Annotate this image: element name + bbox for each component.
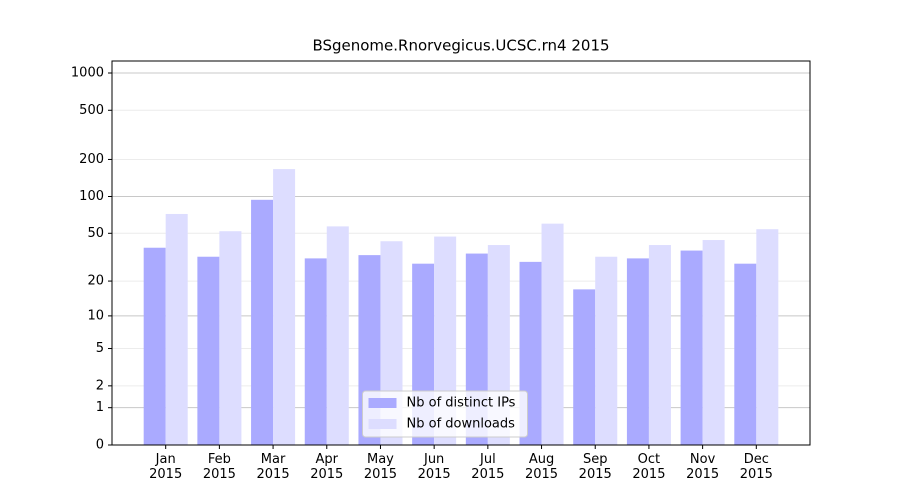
x-tick-label: Apr 2015 xyxy=(310,452,344,482)
x-tick-label: Jan 2015 xyxy=(149,452,183,482)
legend-frame xyxy=(362,390,528,438)
y-tick-label: 2 xyxy=(96,378,104,393)
bar xyxy=(595,256,618,445)
x-tick-label: Aug 2015 xyxy=(524,452,559,482)
y-tick-label: 500 xyxy=(79,103,104,118)
bar xyxy=(573,289,596,445)
y-tick-label: 10 xyxy=(87,308,104,323)
x-tick-label: Sep 2015 xyxy=(578,452,612,482)
x-tick-label: Mar 2015 xyxy=(256,452,290,482)
legend-swatch xyxy=(368,398,397,408)
bar xyxy=(734,263,757,445)
x-tick-label: Jun 2015 xyxy=(417,452,451,482)
y-tick-label: 5 xyxy=(96,341,104,356)
bar xyxy=(273,169,296,446)
y-tick-label: 200 xyxy=(79,152,104,167)
y-tick-label: 0 xyxy=(96,438,104,453)
chart-title: BSgenome.Rnorvegicus.UCSC.rn4 2015 xyxy=(312,37,609,55)
y-tick-label: 1 xyxy=(96,400,104,415)
bar xyxy=(756,229,779,445)
bar xyxy=(165,213,188,445)
legend-label: Nb of downloads xyxy=(407,417,516,432)
y-tick-label: 20 xyxy=(87,274,104,289)
x-tick-label: Feb 2015 xyxy=(202,452,236,482)
legend-label: Nb of distinct IPs xyxy=(407,396,516,411)
bar xyxy=(304,258,327,445)
bar xyxy=(680,250,703,445)
bar xyxy=(626,258,649,445)
bar xyxy=(143,247,166,445)
y-tick-label: 1000 xyxy=(71,66,104,81)
y-tick-label: 100 xyxy=(79,189,104,204)
x-tick-label: Jul 2015 xyxy=(471,452,505,482)
legend-swatch xyxy=(368,419,397,429)
bar xyxy=(251,199,274,445)
legend: Nb of distinct IPs Nb of downloads xyxy=(362,390,528,438)
bar xyxy=(326,226,349,445)
x-tick-label: Oct 2015 xyxy=(632,452,666,482)
bar xyxy=(219,231,242,445)
bar xyxy=(648,245,671,445)
x-tick-label: Dec 2015 xyxy=(739,452,773,482)
x-tick-label: Nov 2015 xyxy=(686,452,720,482)
bar xyxy=(541,223,564,445)
x-tick-label: May 2015 xyxy=(363,452,397,482)
bar xyxy=(702,240,725,445)
plot-frame xyxy=(111,60,811,446)
bar xyxy=(197,256,220,445)
y-tick-label: 50 xyxy=(87,226,104,241)
